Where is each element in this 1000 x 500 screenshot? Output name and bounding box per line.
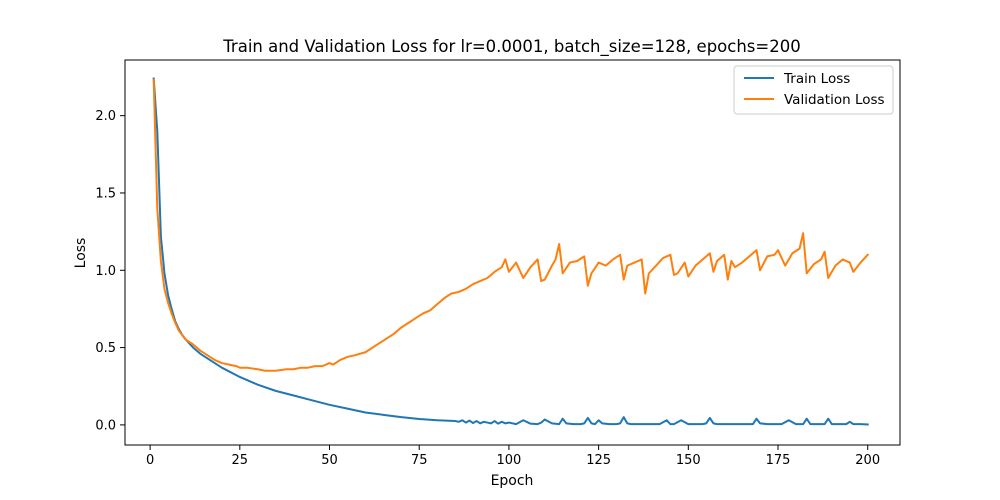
x-tick-label: 150 <box>676 453 701 468</box>
x-tick-label: 75 <box>411 453 428 468</box>
x-tick-label: 125 <box>586 453 611 468</box>
y-axis-label: Loss <box>73 238 89 269</box>
chart-title: Train and Validation Loss for lr=0.0001,… <box>222 37 800 57</box>
x-axis: 0 25 50 75 100 125 150 175 200 <box>146 445 880 468</box>
y-tick-label: 1.5 <box>95 186 116 201</box>
legend: Train Loss Validation Loss <box>733 65 894 115</box>
y-tick-label: 1.0 <box>95 264 116 279</box>
series-line-validation-loss <box>152 79 870 372</box>
y-tick-label: 0.5 <box>95 341 116 356</box>
legend-label-train-loss: Train Loss <box>783 71 850 87</box>
axes-frame <box>124 59 901 446</box>
x-tick-label: 25 <box>232 453 249 468</box>
legend-label-validation-loss: Validation Loss <box>784 92 885 108</box>
y-axis: 0.0 0.5 1.0 1.5 2.0 <box>95 109 125 433</box>
x-tick-label: 0 <box>146 453 154 468</box>
x-axis-label: Epoch <box>491 473 534 489</box>
y-tick-label: 0.0 <box>95 418 116 433</box>
y-tick-label: 2.0 <box>95 109 116 124</box>
x-tick-label: 50 <box>321 453 338 468</box>
x-tick-label: 100 <box>496 453 521 468</box>
series-layer <box>152 77 870 426</box>
x-tick-label: 200 <box>855 453 880 468</box>
series-line-train-loss <box>152 77 869 426</box>
x-tick-label: 175 <box>766 453 791 468</box>
